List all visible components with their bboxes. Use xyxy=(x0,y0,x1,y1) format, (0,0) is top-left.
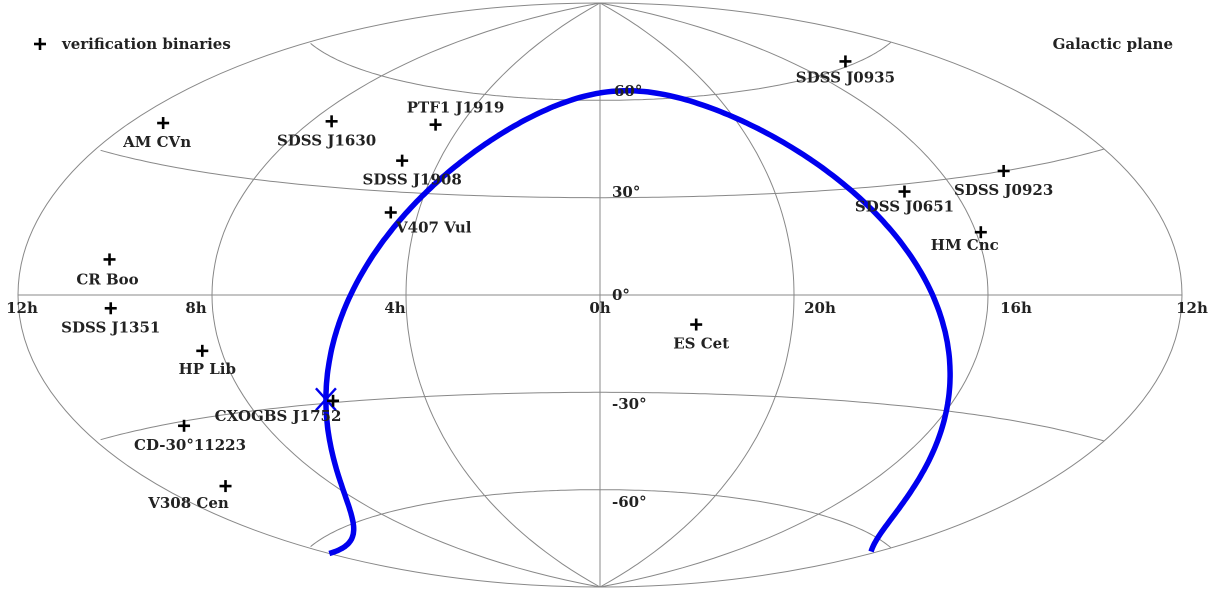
legend-plane-label: Galactic plane xyxy=(1053,35,1173,53)
binary-label: SDSS J1630 xyxy=(277,131,376,149)
galactic-center-marker xyxy=(315,387,337,412)
galactic-plane xyxy=(315,87,953,557)
binary-label: HP Lib xyxy=(179,360,236,378)
binary-label: V407 Vul xyxy=(395,218,472,236)
binary-point: ES Cet xyxy=(673,318,729,353)
ra-tick-label: 20h xyxy=(804,299,836,317)
dec-tick-label: 30° xyxy=(612,183,640,201)
binary-point: V308 Cen xyxy=(147,480,232,512)
binary-point: PTF1 J1919 xyxy=(407,99,505,131)
binary-point: CR Boo xyxy=(76,253,139,288)
binary-label: SDSS J0651 xyxy=(855,198,954,216)
binary-label: CD-30°11223 xyxy=(134,436,246,454)
parallel-line xyxy=(100,148,1104,199)
binary-point: SDSS J0923 xyxy=(954,164,1053,199)
ra-tick-label: 12h xyxy=(6,299,38,317)
binary-label: V308 Cen xyxy=(147,494,229,512)
binary-point: HP Lib xyxy=(179,344,236,378)
dec-tick-label: 0° xyxy=(612,286,630,304)
dec-tick-label: -30° xyxy=(612,395,647,413)
meridian-line xyxy=(599,2,795,588)
ra-tick-label: 8h xyxy=(185,299,206,317)
binary-point: HM Cnc xyxy=(931,226,999,254)
binary-point: V407 Vul xyxy=(384,206,472,236)
meridian-line xyxy=(599,2,989,588)
binary-label: CXOGBS J1752 xyxy=(215,407,342,425)
legend: verification binaries Galactic plane xyxy=(34,35,1173,53)
axis-tick-labels: 12h 8h 4h 0h 20h 16h 12h 60° 30° 0° -30° -60° xyxy=(6,82,1208,511)
binary-point: SDSS J1908 xyxy=(363,154,462,189)
binary-point: CD-30°11223 xyxy=(134,419,246,454)
binary-label: ES Cet xyxy=(673,335,729,353)
ra-tick-label: 12h xyxy=(1176,299,1208,317)
binary-point: CXOGBS J1752 xyxy=(215,394,342,425)
legend-binaries: verification binaries xyxy=(34,35,231,53)
ra-tick-label: 4h xyxy=(384,299,405,317)
meridian-line xyxy=(211,2,601,588)
galactic-plane-curve xyxy=(323,87,953,553)
binary-point: AM CVn xyxy=(122,117,191,151)
parallel-line xyxy=(310,489,892,549)
binary-point: SDSS J0935 xyxy=(796,55,895,86)
ra-tick-label: 16h xyxy=(1000,299,1032,317)
binary-label: HM Cnc xyxy=(931,236,999,254)
binary-label: SDSS J1351 xyxy=(61,318,160,336)
dec-tick-label: -60° xyxy=(612,493,647,511)
binary-label: AM CVn xyxy=(122,133,191,151)
legend-binaries-label: verification binaries xyxy=(61,35,231,53)
binary-label: SDSS J0935 xyxy=(796,68,895,86)
binary-label: PTF1 J1919 xyxy=(407,99,505,117)
meridian-line xyxy=(405,2,601,588)
binary-label: CR Boo xyxy=(76,270,138,288)
binary-point: SDSS J1351 xyxy=(61,302,160,336)
ra-tick-label: 0h xyxy=(589,299,610,317)
binary-point: SDSS J0651 xyxy=(855,185,954,216)
binary-label: SDSS J1908 xyxy=(363,171,462,189)
galactic-plane-curve xyxy=(323,399,357,557)
coordinate-grid xyxy=(17,2,1183,588)
dec-tick-label: 60° xyxy=(614,82,642,100)
binary-label: SDSS J0923 xyxy=(954,181,1053,199)
binary-point: SDSS J1630 xyxy=(277,115,376,149)
